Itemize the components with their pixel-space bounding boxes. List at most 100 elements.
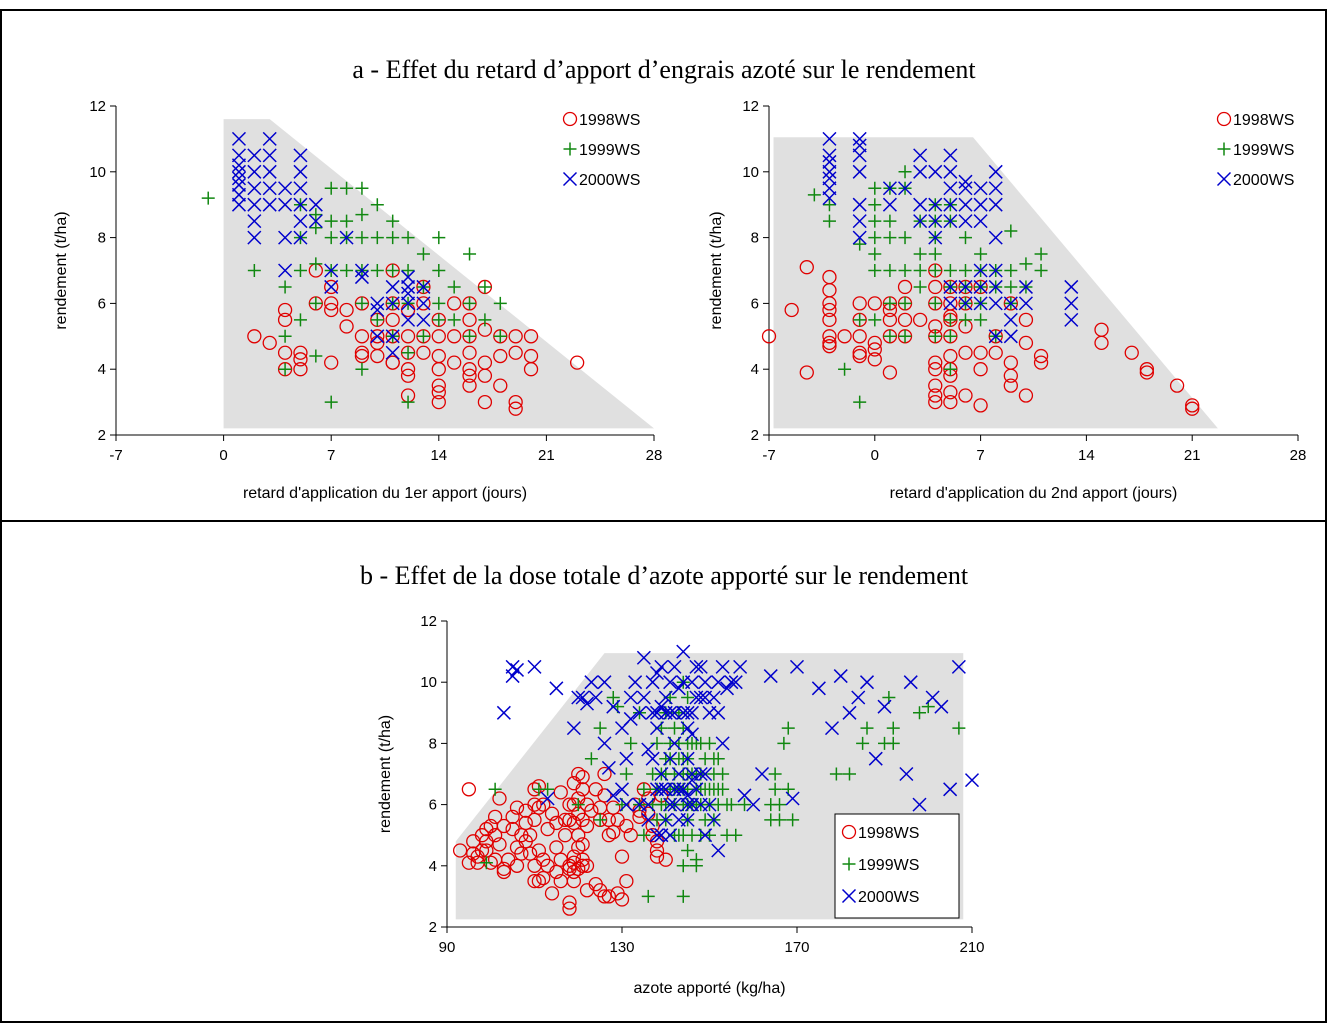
data-point: [877, 699, 892, 714]
legend-marker-1998WS: [841, 824, 857, 840]
data-point: [724, 675, 739, 690]
data-point: [833, 669, 848, 684]
data-point: [614, 782, 630, 797]
data-point: [614, 892, 630, 907]
data-point: [401, 279, 416, 294]
data-point: [278, 181, 293, 196]
series-1999WS: [201, 181, 507, 409]
data-point: [822, 164, 837, 179]
data-point: [928, 388, 943, 403]
data-point: [324, 263, 339, 278]
data-point: [1064, 312, 1079, 327]
data-point: [912, 797, 927, 812]
data-point: [262, 164, 277, 179]
data-point: [597, 788, 612, 803]
data-point: [852, 329, 867, 344]
data-point: [566, 849, 582, 864]
data-point: [566, 815, 582, 831]
data-point: [385, 345, 400, 360]
data-point: [401, 296, 416, 311]
data-point: [1185, 401, 1200, 416]
data-point: [641, 742, 656, 757]
data-point: [784, 302, 799, 318]
data-point: [856, 736, 870, 750]
data-point: [619, 767, 633, 781]
data-point: [842, 705, 857, 720]
data-point: [522, 828, 538, 843]
data-point: [1004, 264, 1018, 277]
data-point: [477, 394, 493, 410]
data-point: [262, 335, 277, 351]
data-point: [868, 231, 882, 245]
data-point: [355, 231, 369, 245]
data-point: [898, 165, 912, 179]
data-point: [385, 312, 400, 328]
data-point: [928, 329, 942, 343]
data-point: [416, 296, 431, 311]
data-point: [293, 230, 308, 245]
data-point: [541, 782, 555, 796]
data-point: [853, 313, 867, 327]
data-point: [571, 798, 585, 812]
data-point: [951, 659, 966, 674]
data-point: [571, 690, 586, 705]
data-point: [632, 705, 647, 720]
chart-yield-vs-delay-2nd: 2 4 6 8 10 12 -7 0 7 14 21 28 retard d'application d…: [708, 98, 1306, 502]
x-axis-label: azote apporté (kg/ha): [633, 980, 785, 997]
data-point: [649, 843, 665, 858]
data-point: [883, 296, 897, 310]
data-point: [463, 329, 477, 343]
data-point: [852, 131, 867, 146]
data-point: [898, 231, 912, 245]
data-point: [400, 329, 416, 344]
data-point: [958, 231, 972, 245]
x-tick-label: 14: [1078, 447, 1095, 464]
data-point: [340, 264, 354, 277]
data-point: [852, 345, 867, 360]
data-point: [571, 861, 586, 877]
data-point: [681, 844, 695, 857]
data-point: [531, 843, 547, 858]
data-point: [597, 889, 612, 904]
data-point: [370, 302, 385, 318]
data-point: [703, 736, 716, 750]
x-tick-label: -7: [109, 447, 122, 464]
data-point: [868, 214, 882, 228]
x-tick-label: 170: [784, 939, 809, 956]
data-point: [637, 828, 651, 842]
data-point: [354, 345, 370, 360]
data-point: [852, 138, 867, 153]
data-point: [340, 214, 354, 228]
data-point: [619, 818, 634, 834]
data-point: [928, 362, 943, 377]
data-point: [401, 346, 415, 360]
data-point: [447, 280, 461, 294]
data-point: [549, 681, 564, 696]
data-point: [789, 659, 805, 674]
data-point: [624, 736, 638, 750]
data-point: [400, 368, 416, 383]
y-tick-label: 4: [429, 858, 437, 875]
data-point: [658, 852, 673, 867]
data-point: [247, 214, 262, 229]
data-point: [928, 197, 943, 212]
data-point: [593, 721, 607, 735]
data-point: [649, 828, 665, 843]
data-point: [1094, 322, 1109, 337]
data-point: [822, 269, 837, 285]
data-point: [623, 690, 638, 705]
data-point: [293, 214, 308, 229]
legend-label-1998WS: 1998WS: [579, 112, 640, 129]
data-point: [355, 362, 369, 376]
data-point: [1003, 329, 1018, 344]
data-point: [973, 296, 988, 311]
data-point: [247, 329, 262, 344]
data-point: [370, 231, 384, 245]
data-point: [575, 858, 590, 873]
legend-marker-2000WS: [562, 171, 578, 187]
data-point: [308, 214, 323, 229]
data-point: [523, 348, 539, 364]
data-point: [822, 335, 837, 351]
data-point: [496, 861, 512, 877]
data-point: [807, 188, 821, 202]
